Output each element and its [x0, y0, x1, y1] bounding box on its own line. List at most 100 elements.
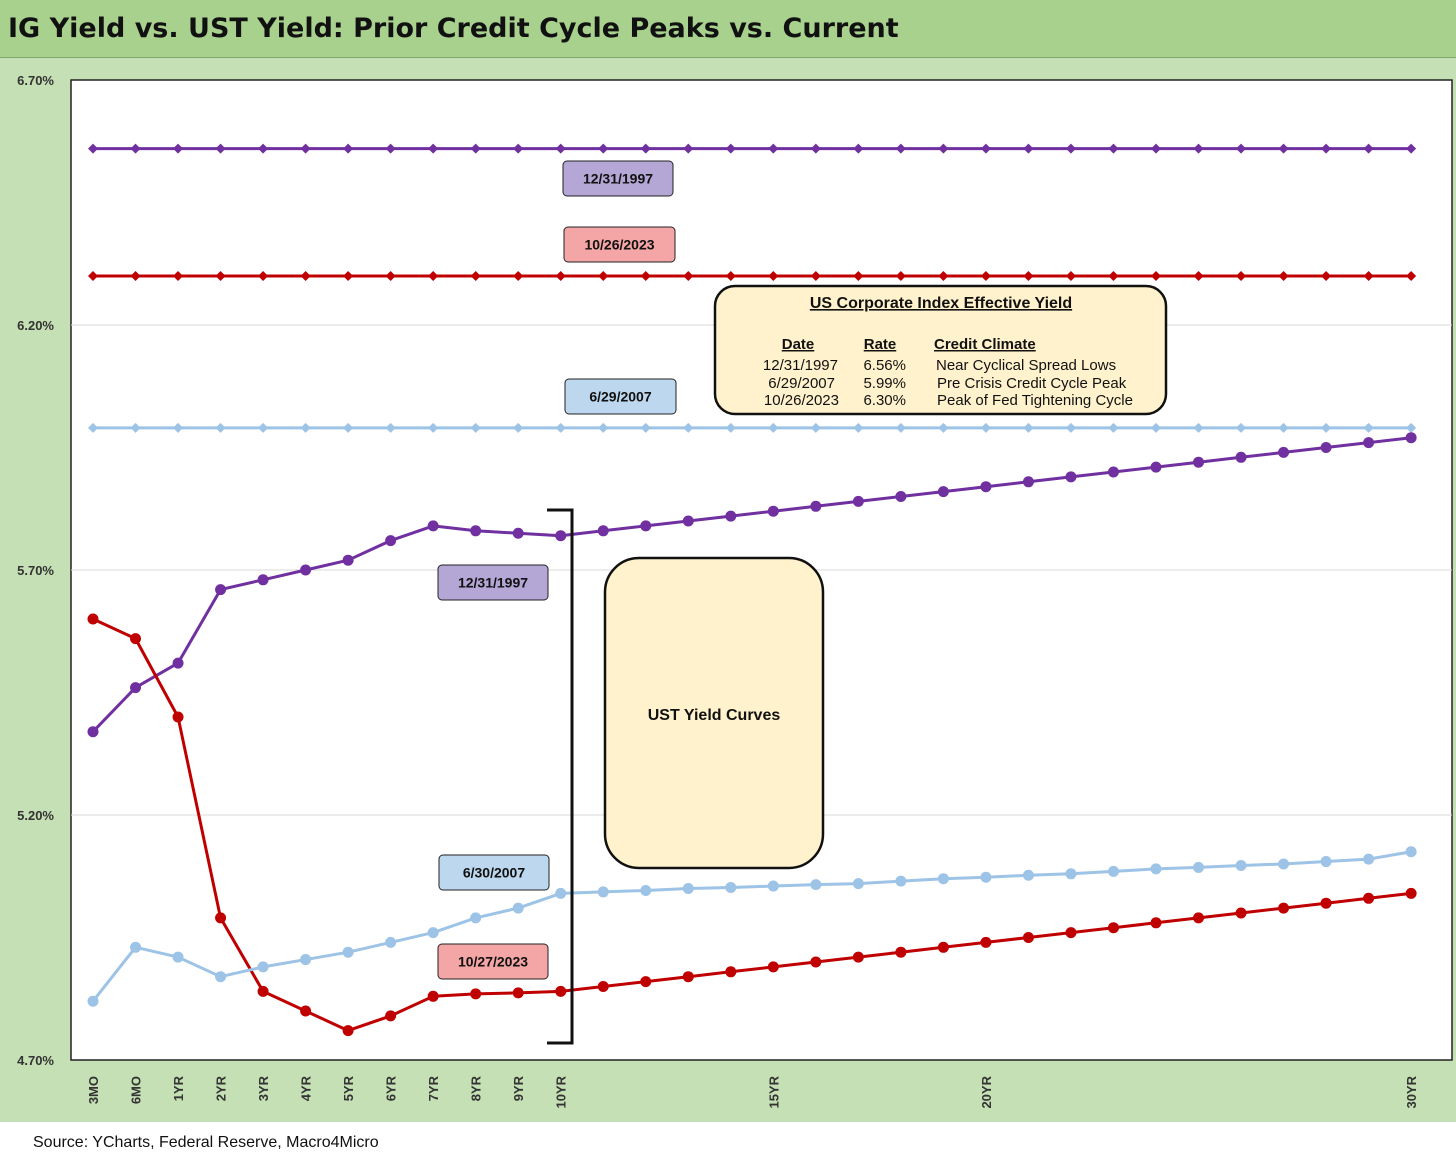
- data-point: [1363, 422, 1374, 433]
- data-point: [640, 976, 652, 988]
- series-6: [87, 846, 1417, 1007]
- data-point: [258, 143, 269, 154]
- data-point: [725, 271, 736, 281]
- x-tick-label: 8YR: [469, 1075, 484, 1101]
- data-point: [1363, 437, 1375, 449]
- data-point: [683, 271, 694, 281]
- page-title: IG Yield vs. UST Yield: Prior Credit Cyc…: [8, 13, 899, 44]
- data-point: [300, 271, 311, 281]
- data-point: [215, 584, 227, 596]
- ust-bracket: [547, 508, 574, 1045]
- data-point: [1193, 143, 1204, 154]
- data-point: [385, 936, 397, 948]
- data-point: [725, 882, 737, 894]
- data-point: [555, 985, 567, 997]
- data-point: [1108, 271, 1119, 281]
- x-tick-label: 2YR: [214, 1075, 229, 1101]
- data-point: [598, 143, 609, 154]
- data-point: [1108, 143, 1119, 154]
- data-point: [1150, 461, 1162, 473]
- legend-row-3-climate: Peak of Fed Tightening Cycle: [937, 392, 1133, 409]
- data-point: [767, 961, 779, 973]
- data-point: [1363, 892, 1375, 904]
- data-point: [1235, 907, 1247, 919]
- data-point: [980, 871, 992, 883]
- series-line: [92, 617, 1412, 1033]
- data-point: [725, 966, 737, 978]
- legend-row-2-date: 6/29/2007: [768, 375, 835, 392]
- data-point: [852, 951, 864, 963]
- x-tick-label: 4YR: [299, 1075, 314, 1101]
- data-point: [1107, 922, 1119, 934]
- ust-yield-curves-label: UST Yield Curves: [648, 707, 781, 724]
- series-tag-label: 12/31/1997: [458, 575, 528, 591]
- data-point: [512, 902, 524, 914]
- data-point: [342, 1025, 354, 1037]
- data-point: [87, 613, 99, 625]
- series-4: [87, 432, 1417, 738]
- data-point: [513, 143, 524, 154]
- data-point: [258, 422, 269, 433]
- data-point: [937, 941, 949, 953]
- data-point: [385, 1010, 397, 1022]
- data-point: [853, 143, 864, 154]
- data-point: [88, 271, 98, 281]
- x-tick-label: 3MO: [86, 1076, 101, 1104]
- data-point: [1278, 858, 1290, 870]
- data-point: [512, 987, 524, 999]
- data-point: [810, 879, 822, 891]
- y-tick-label: 5.70%: [17, 563, 54, 578]
- data-point: [385, 422, 396, 433]
- data-point: [853, 422, 864, 433]
- chart-area: 4.70% 5.20% 5.70% 6.20% 6.70% 3MO 6MO 1YR 2YR 3Y…: [0, 58, 1456, 1122]
- data-point: [88, 422, 98, 433]
- data-point: [895, 422, 906, 433]
- x-axis-ticks: 3MO 6MO 1YR 2YR 3YR 4YR 5YR 6YR 7YR 8YR 9YR 10YR 15Y…: [86, 1075, 1419, 1108]
- data-point: [895, 946, 907, 958]
- legend-row-3-date: 10/26/2023: [764, 392, 839, 409]
- tag-layer: 12/31/1997 10/26/2023 6/29/2007 12/31/1997 6…: [437, 160, 677, 980]
- x-tick-label: 30YR: [1404, 1075, 1419, 1108]
- data-point: [1107, 466, 1119, 478]
- data-point: [810, 271, 821, 281]
- data-point: [257, 574, 269, 586]
- legend-title: US Corporate Index Effective Yield: [810, 295, 1072, 312]
- data-point: [1236, 271, 1247, 281]
- data-point: [937, 486, 949, 498]
- data-point: [1321, 143, 1332, 154]
- data-point: [725, 143, 736, 154]
- series-line: [91, 436, 1412, 733]
- x-tick-label: 7YR: [426, 1075, 441, 1101]
- data-point: [428, 271, 439, 281]
- data-point: [300, 1005, 312, 1017]
- data-point: [853, 271, 864, 281]
- data-point: [470, 988, 482, 1000]
- data-point: [470, 271, 481, 281]
- legend-row-2-climate: Pre Crisis Credit Cycle Peak: [937, 375, 1127, 392]
- series-tag: 12/31/1997: [437, 564, 549, 601]
- data-point: [173, 271, 184, 281]
- data-point: [1065, 271, 1076, 281]
- data-point: [130, 422, 141, 433]
- x-tick-label: 20YR: [979, 1075, 994, 1108]
- series-layer: [87, 143, 1417, 1037]
- data-point: [470, 912, 482, 924]
- data-point: [1065, 927, 1077, 939]
- data-point: [1320, 856, 1332, 868]
- data-point: [725, 422, 736, 433]
- data-point: [513, 271, 524, 281]
- data-point: [810, 500, 822, 512]
- data-point: [1023, 422, 1034, 433]
- data-point: [258, 271, 269, 281]
- data-point: [1023, 143, 1034, 154]
- data-point: [1278, 902, 1290, 914]
- data-point: [215, 971, 227, 983]
- data-point: [597, 886, 609, 898]
- title-bar: IG Yield vs. UST Yield: Prior Credit Cyc…: [0, 0, 1456, 58]
- data-point: [1406, 271, 1417, 281]
- legend-header-climate: Credit Climate: [934, 336, 1036, 353]
- data-point: [428, 422, 439, 433]
- data-point: [640, 422, 651, 433]
- data-point: [512, 527, 524, 539]
- data-point: [767, 505, 779, 517]
